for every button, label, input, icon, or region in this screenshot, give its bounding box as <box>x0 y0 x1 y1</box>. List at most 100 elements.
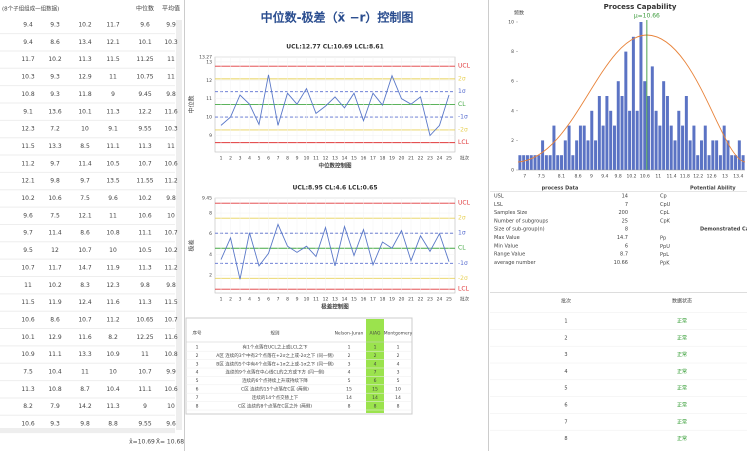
x-tick-label: 5 <box>258 156 261 162</box>
cell: A区 连续的3个中有2个点落在+2σ之上或-2σ之下 (同一侧) <box>216 352 334 359</box>
y-tick-label: 2 <box>511 138 514 144</box>
cell: 12.4 <box>78 299 92 306</box>
cell: 9.3 <box>50 22 60 29</box>
y-tick-label: 6 <box>209 231 212 237</box>
cell: 9.9 <box>166 369 176 376</box>
cell: 11.5 <box>164 299 178 306</box>
cell: 10.6 <box>21 316 35 323</box>
cell: 9.1 <box>108 126 118 133</box>
control-label: -1σ <box>458 260 468 267</box>
value: 200 <box>618 210 628 216</box>
cell: 7 <box>196 395 199 401</box>
x-tick-label: 12 <box>323 297 329 303</box>
cell: 10.7 <box>138 160 152 167</box>
cell: 10.6 <box>164 160 178 167</box>
x-tick-label: 19 <box>389 297 395 303</box>
header-cell: Nelson-Juran <box>335 331 364 337</box>
value: 6 <box>625 243 628 249</box>
label: CpL <box>660 210 670 216</box>
y-tick-label: 2 <box>209 273 212 279</box>
bar <box>726 140 730 170</box>
bar <box>548 155 552 170</box>
bar <box>718 155 722 170</box>
control-label: LCL <box>458 286 470 293</box>
bar <box>616 81 620 170</box>
x-tick-label: 9 <box>296 156 299 162</box>
bar <box>612 125 616 170</box>
cell: 9.5 <box>23 247 33 254</box>
cell: 9.9 <box>166 22 176 29</box>
bar <box>711 140 715 170</box>
x-tick-label: 9.8 <box>615 174 622 180</box>
x-tick-label: 9.4 <box>601 174 608 180</box>
cell: 9.8 <box>50 178 60 185</box>
y-tick-label: 13.27 <box>199 55 212 61</box>
cell: 11.3 <box>21 386 35 393</box>
status: 正常 <box>677 351 687 358</box>
bar <box>681 125 685 170</box>
cell: 7 <box>374 370 377 376</box>
bar <box>578 125 582 170</box>
label: Min Value <box>494 243 518 249</box>
control-label: UCL <box>458 63 471 70</box>
scrollbar[interactable] <box>0 428 175 433</box>
cell: 6 <box>374 378 377 384</box>
value: 14.7 <box>617 235 628 241</box>
cell: 8.6 <box>80 230 90 237</box>
cell: 5 <box>397 378 400 384</box>
control-label: UCL <box>458 200 471 207</box>
cell: 4 <box>564 369 567 375</box>
x-tick-label: 24 <box>437 156 443 162</box>
label: Max Value <box>494 235 520 241</box>
bar <box>560 155 563 170</box>
bar <box>609 110 613 170</box>
x-tick-label: 15 <box>351 297 357 303</box>
cell: 11 <box>81 369 89 376</box>
x-tick-label: 21 <box>408 156 414 162</box>
cell: 11.1 <box>106 143 120 150</box>
cell: 4 <box>196 370 199 376</box>
cell: C区 连续的15个点落在C区 (两侧) <box>241 386 309 393</box>
bar <box>647 96 651 170</box>
scrollbar[interactable] <box>176 20 182 430</box>
cell: 11.5 <box>106 56 120 63</box>
cell: 1 <box>348 345 351 351</box>
x-tick-label: 23 <box>427 297 433 303</box>
cell: 8 <box>564 436 567 442</box>
x-tick-label: 25 <box>446 156 452 162</box>
x-tick-label: 9 <box>590 174 593 180</box>
cell: 10 <box>395 387 401 393</box>
bar <box>582 125 586 170</box>
header-cell: 序号 <box>193 330 202 337</box>
section-title: Potential Ability <box>690 186 736 192</box>
bar <box>605 96 609 170</box>
y-tick-label: 4 <box>511 108 514 114</box>
x-tick-label: 7 <box>523 174 526 180</box>
cell: 11.9 <box>106 264 120 271</box>
x-tick-label: 22 <box>418 156 424 162</box>
cell: 12.25 <box>136 334 153 341</box>
bar <box>658 125 662 170</box>
cell: 连续的14个点交替上下 <box>252 394 299 401</box>
cell: 10.3 <box>21 74 35 81</box>
label: CpK <box>660 218 671 224</box>
cell: 9.6 <box>108 195 118 202</box>
cell: 10.2 <box>78 22 92 29</box>
cell: 10.65 <box>136 316 153 323</box>
x-tick-label: 11.8 <box>680 174 690 180</box>
x-unit: 批次 <box>460 155 469 162</box>
cell: 7.9 <box>50 403 60 410</box>
x-tick-label: 22 <box>418 297 424 303</box>
cell: 11.25 <box>136 56 153 63</box>
cell: 8 <box>397 403 400 409</box>
cell: 11.55 <box>136 178 153 185</box>
cell: 11.2 <box>106 316 120 323</box>
bar <box>715 140 719 170</box>
cell: 9.4 <box>23 39 33 46</box>
y-tick-label: 11 <box>206 96 212 102</box>
header-cell: 数据状态 <box>672 298 692 305</box>
chart-title: Process Capability <box>604 3 677 11</box>
bar <box>597 96 601 170</box>
cell: 11.5 <box>21 143 35 150</box>
label: average number <box>494 260 537 266</box>
